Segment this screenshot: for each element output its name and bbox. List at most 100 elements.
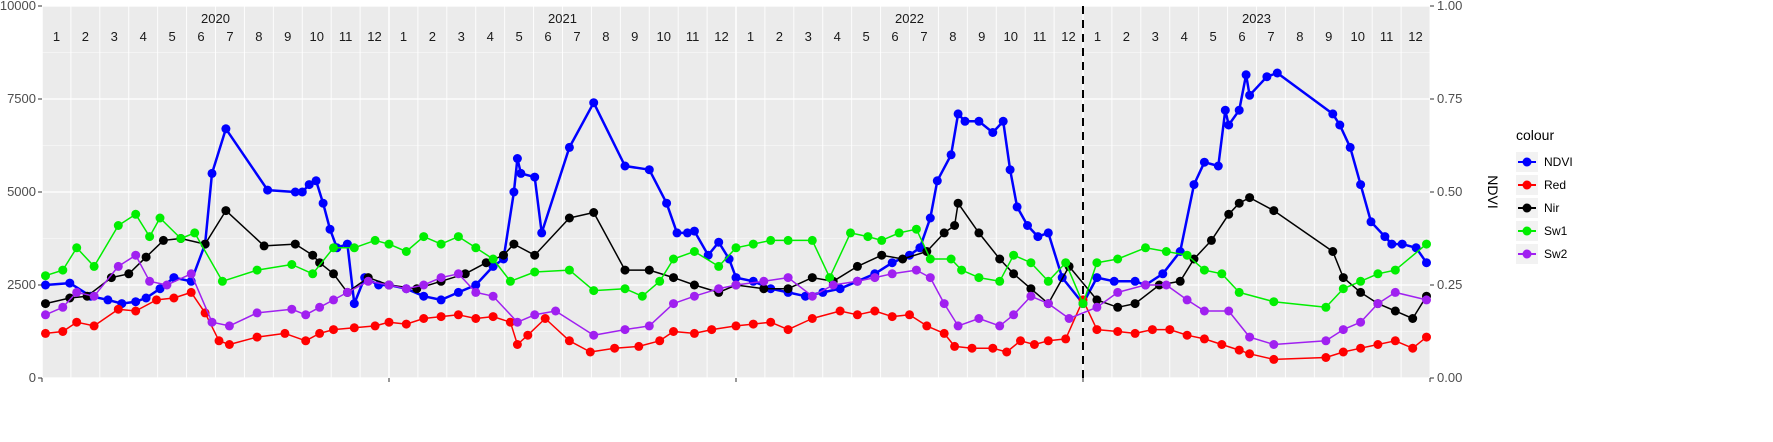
- data-point: [1269, 297, 1279, 307]
- data-point: [221, 124, 231, 134]
- data-point: [877, 235, 887, 245]
- month-label: 9: [1325, 29, 1332, 44]
- data-point: [65, 278, 75, 288]
- data-point: [41, 299, 50, 309]
- data-point: [169, 293, 179, 303]
- month-label: 1: [747, 29, 754, 44]
- data-point: [419, 291, 429, 301]
- data-point: [221, 206, 231, 216]
- data-point: [894, 228, 904, 238]
- month-label: 6: [197, 29, 204, 44]
- data-point: [370, 321, 380, 331]
- y-tick-label: 2500: [7, 277, 36, 292]
- data-point: [207, 168, 217, 178]
- data-point: [152, 295, 161, 305]
- data-point: [620, 284, 630, 294]
- data-point: [863, 232, 873, 242]
- data-point: [370, 235, 380, 245]
- data-point: [471, 314, 481, 323]
- legend-title: colour: [1516, 127, 1554, 143]
- data-point: [939, 228, 949, 238]
- data-point: [158, 235, 168, 245]
- data-point: [89, 291, 99, 301]
- year-label: 2020: [201, 11, 230, 26]
- month-label: 12: [714, 29, 728, 44]
- month-label: 4: [1181, 29, 1188, 44]
- data-point: [564, 336, 574, 346]
- data-point: [488, 261, 498, 271]
- data-point: [564, 213, 574, 223]
- data-point: [807, 314, 817, 323]
- data-point: [363, 276, 373, 286]
- data-point: [488, 312, 498, 322]
- y-axis-right: 0.00 0.25 0.50 0.75 1.00: [1430, 0, 1462, 385]
- data-point: [145, 276, 155, 286]
- month-label: 8: [255, 29, 262, 44]
- data-point: [58, 302, 68, 312]
- y-tick-label: 10000: [0, 0, 36, 13]
- data-point: [1043, 228, 1053, 238]
- legend-label: Sw2: [1544, 247, 1568, 261]
- data-point: [887, 269, 897, 279]
- month-label: 12: [1061, 29, 1075, 44]
- data-point: [551, 306, 561, 316]
- data-point: [499, 250, 508, 260]
- data-point: [1345, 142, 1355, 152]
- x-axis: [41, 378, 1431, 382]
- data-point: [807, 235, 817, 245]
- data-point: [106, 273, 116, 283]
- data-point: [349, 299, 359, 309]
- data-point: [783, 235, 793, 245]
- month-label: 5: [516, 29, 523, 44]
- month-label: 10: [1003, 29, 1017, 44]
- month-label: 9: [631, 29, 638, 44]
- data-point: [1366, 217, 1376, 227]
- month-label: 2: [1123, 29, 1130, 44]
- data-point: [1356, 276, 1366, 286]
- y-axis-right-title: NDVI: [1485, 175, 1501, 208]
- data-point: [1356, 343, 1366, 353]
- data-point: [131, 297, 141, 307]
- legend-item: Sw2: [1516, 244, 1568, 264]
- data-point: [453, 232, 463, 242]
- data-point: [1189, 254, 1199, 264]
- data-point: [131, 306, 141, 316]
- data-point: [481, 258, 491, 268]
- data-point: [689, 328, 699, 338]
- data-point: [807, 273, 817, 283]
- data-point: [1130, 299, 1140, 309]
- data-point: [852, 310, 862, 320]
- data-point: [1338, 273, 1348, 283]
- data-point: [998, 116, 1008, 126]
- legend-key-point: [1522, 226, 1532, 236]
- data-point: [1029, 340, 1039, 349]
- month-label: 10: [656, 29, 670, 44]
- data-point: [1016, 336, 1025, 346]
- data-point: [1321, 336, 1331, 346]
- data-point: [995, 321, 1005, 331]
- data-point: [748, 319, 758, 329]
- month-label: 6: [891, 29, 898, 44]
- legend-item: Sw1: [1516, 221, 1568, 241]
- data-point: [1026, 291, 1036, 301]
- data-point: [509, 187, 519, 197]
- data-point: [537, 228, 547, 238]
- data-point: [714, 237, 724, 247]
- data-point: [1408, 314, 1418, 323]
- data-point: [766, 317, 776, 327]
- series-layer: [41, 68, 1431, 364]
- data-point: [950, 221, 960, 230]
- data-point: [682, 228, 692, 238]
- month-label: 11: [339, 29, 353, 44]
- data-point: [516, 168, 526, 178]
- data-point: [419, 232, 429, 242]
- data-point: [1005, 165, 1015, 175]
- data-point: [1338, 284, 1348, 294]
- data-point: [1141, 280, 1150, 290]
- data-point: [1061, 334, 1071, 344]
- data-point: [637, 291, 647, 301]
- data-point: [911, 265, 921, 275]
- legend-label: Nir: [1544, 201, 1559, 215]
